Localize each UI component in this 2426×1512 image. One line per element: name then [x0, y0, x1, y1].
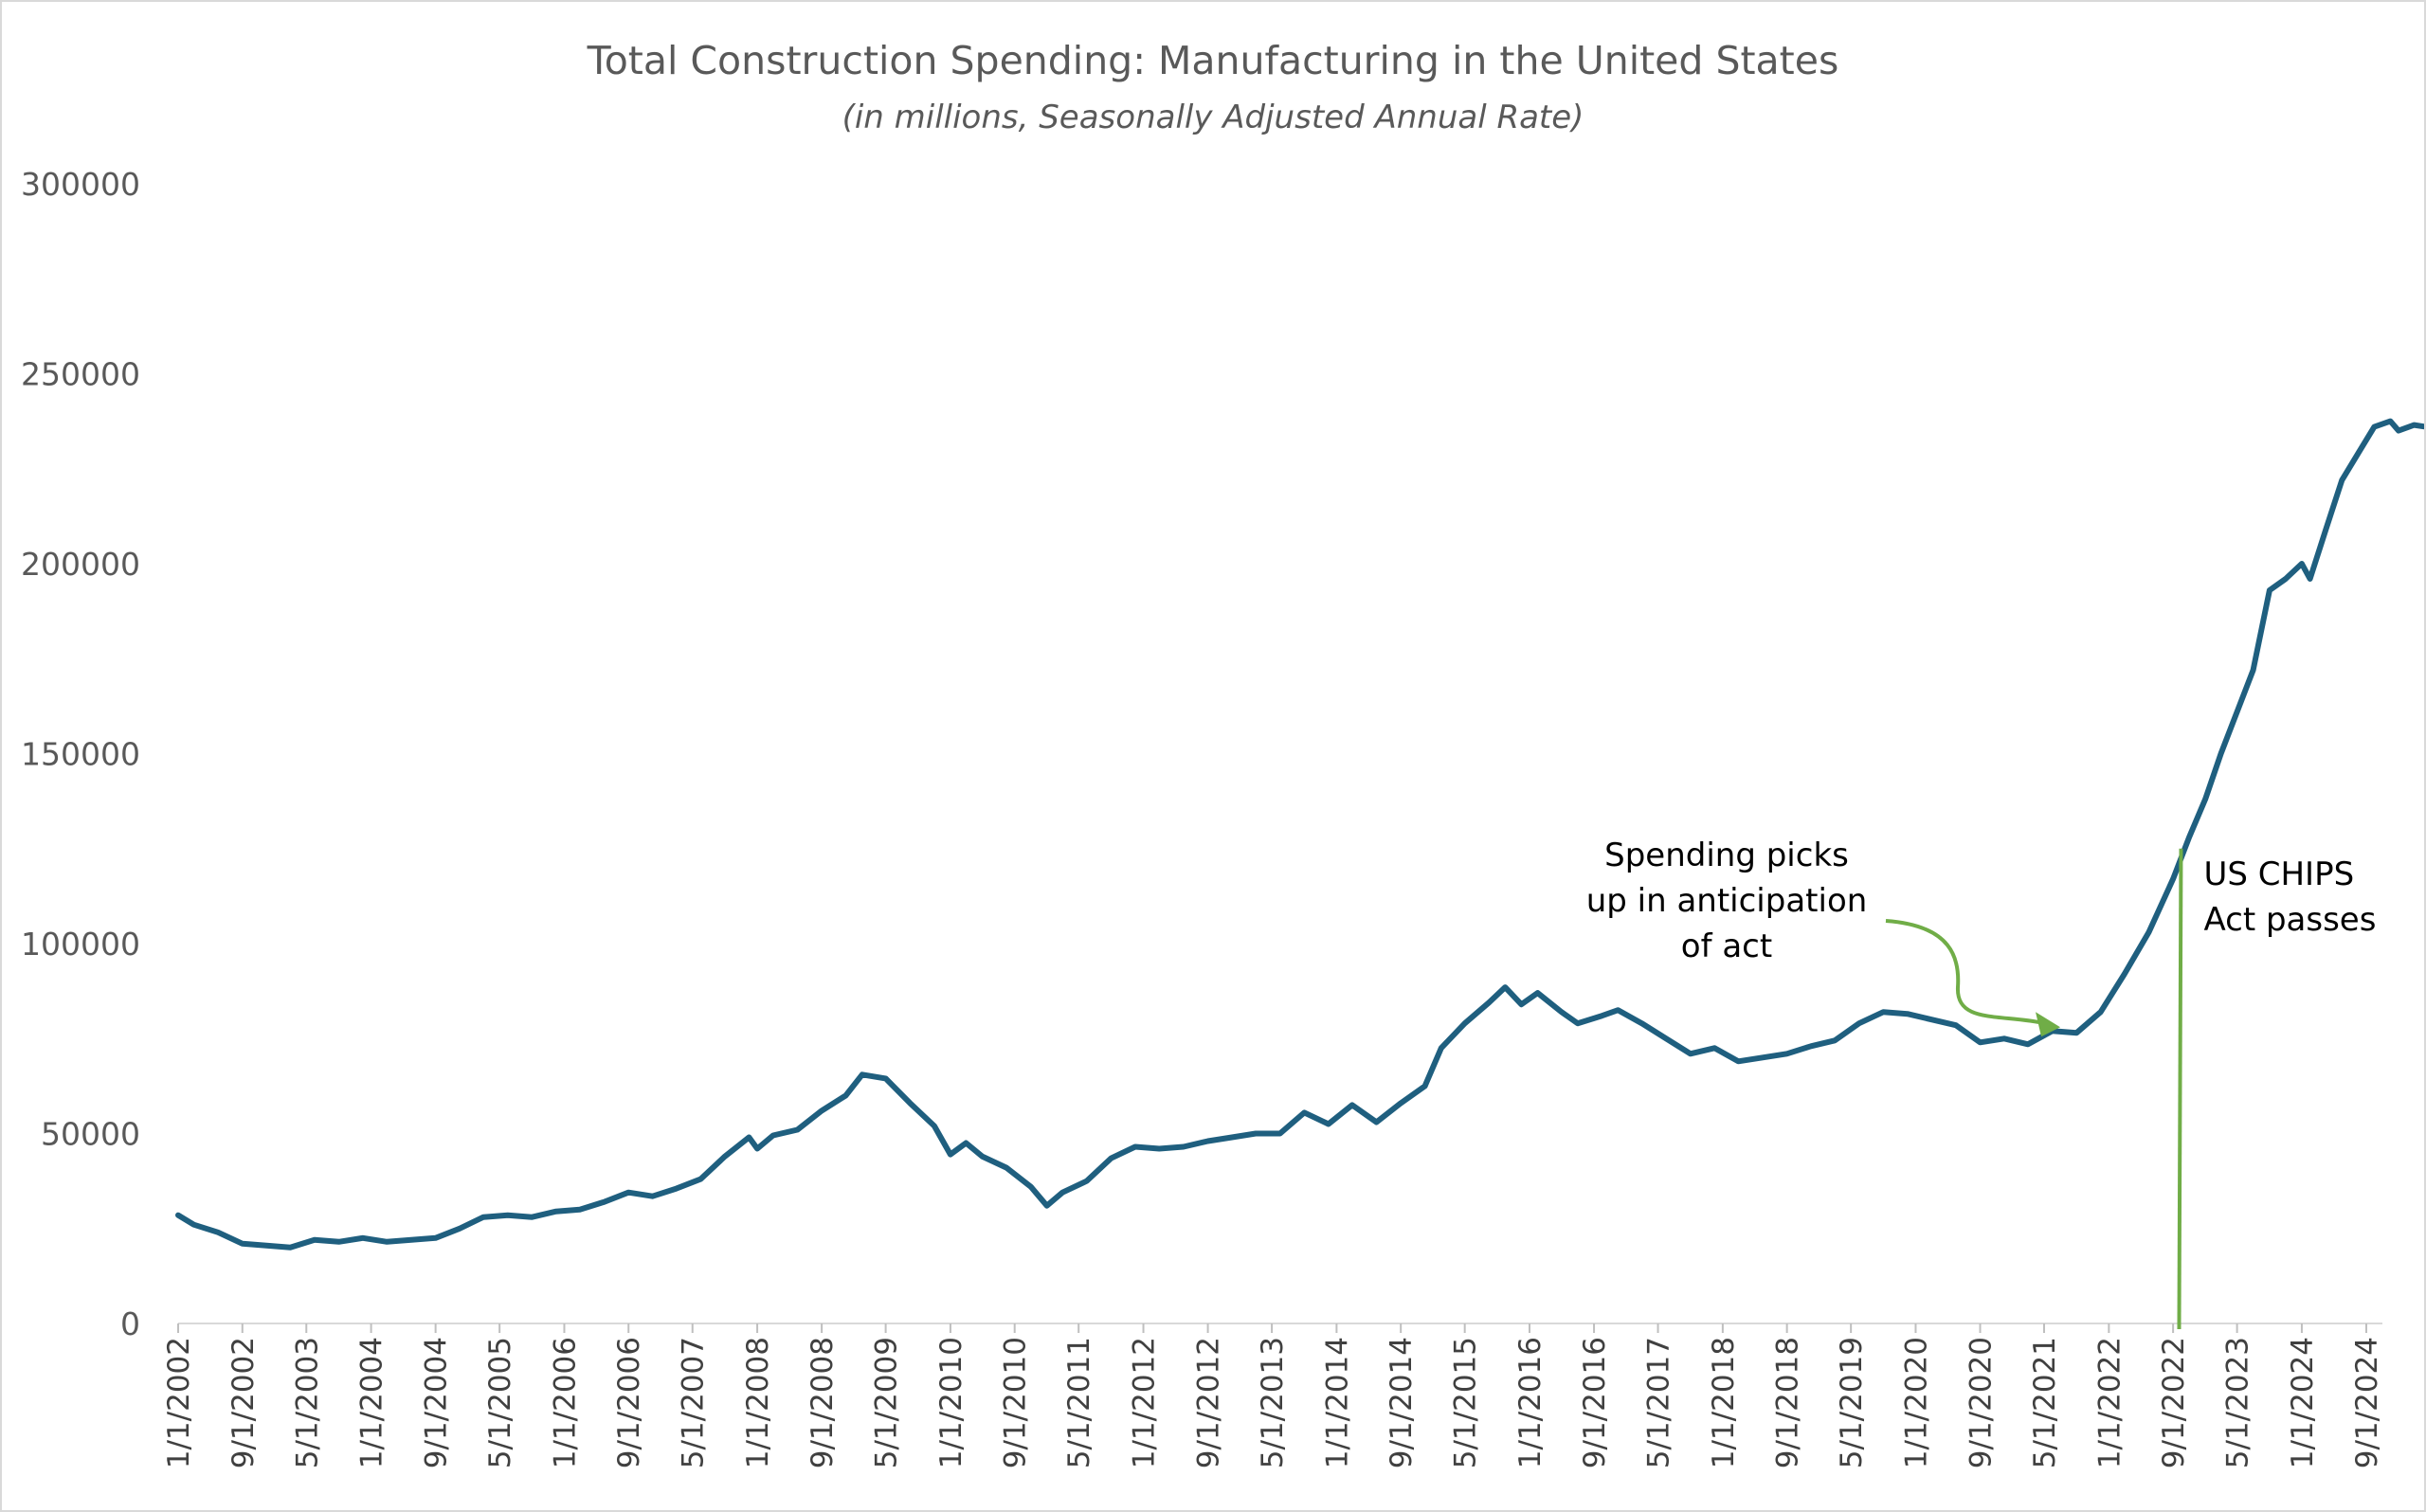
chart-subtitle: (in millions, Seasonally Adjusted Annual… — [842, 99, 1584, 136]
x-tick-label: 9/1/2010 — [999, 1337, 1033, 1468]
x-tick-label: 5/1/2021 — [2028, 1337, 2062, 1468]
x-tick-label: 1/1/2018 — [1707, 1337, 1741, 1468]
x-tick-label: 9/1/2014 — [1385, 1337, 1419, 1468]
x-tick-label: 1/1/2004 — [355, 1337, 389, 1468]
x-tick-label: 5/1/2019 — [1835, 1337, 1869, 1468]
x-tick-label: 5/1/2003 — [290, 1337, 324, 1468]
x-tick-label: 1/1/2002 — [162, 1337, 196, 1468]
chips-act-label-line: Act passes — [2203, 901, 2376, 939]
x-tick-label: 5/1/2007 — [677, 1337, 711, 1468]
axes: 0 50000 100000 150000 200000 250000 300000 1/1/… — [21, 166, 2384, 1468]
x-tick-label: 5/1/2023 — [2221, 1337, 2255, 1468]
x-tick-label: 1/1/2016 — [1513, 1337, 1548, 1468]
x-tick-label: 1/1/2012 — [1128, 1337, 1162, 1468]
chips-act-label-line: US CHIPS — [2203, 855, 2354, 893]
x-tick-label: 9/1/2022 — [2157, 1337, 2191, 1468]
chips-act-marker — [2177, 848, 2183, 1330]
x-tick-label: 9/1/2006 — [612, 1337, 646, 1468]
y-tick-label: 100000 — [21, 926, 140, 963]
x-tick-label: 1/1/2024 — [2286, 1337, 2320, 1468]
y-tick-label: 50000 — [41, 1116, 140, 1153]
x-tick-label: 5/1/2011 — [1062, 1337, 1096, 1468]
x-tick-label: 9/1/2002 — [226, 1337, 261, 1468]
y-tick-label: 200000 — [21, 546, 140, 583]
x-tick-label: 9/1/2008 — [806, 1337, 840, 1468]
x-tick-label: 5/1/2009 — [870, 1337, 904, 1468]
x-tick-label: 9/1/2004 — [420, 1337, 454, 1468]
x-tick-label: 5/1/2013 — [1256, 1337, 1290, 1468]
annotation-text-line: Spending picks — [1604, 837, 1849, 874]
x-tick-label: 1/1/2020 — [1899, 1337, 1933, 1468]
x-tick-label: 1/1/2010 — [934, 1337, 969, 1468]
x-tick-label: 9/1/2016 — [1578, 1337, 1612, 1468]
x-tick-label: 9/1/2020 — [1964, 1337, 1999, 1468]
x-tick-label: 1/1/2006 — [548, 1337, 582, 1468]
x-tick-label: 9/1/2024 — [2350, 1337, 2384, 1468]
annotation-text-line: of act — [1681, 927, 1772, 965]
x-tick-label: 1/1/2008 — [741, 1337, 775, 1468]
chart-title: Total Construction Spending: Manufacturi… — [587, 38, 1839, 83]
x-tick-label: 9/1/2012 — [1192, 1337, 1226, 1468]
series-line — [175, 418, 2424, 1251]
series-layer — [175, 418, 2424, 1251]
y-tick-label: 0 — [120, 1305, 140, 1342]
annotation-arrow — [1885, 919, 2050, 1027]
x-tick-label: 5/1/2005 — [483, 1337, 517, 1468]
annotation-text-line: up in anticipation — [1586, 882, 1868, 920]
x-tick-label: 5/1/2015 — [1449, 1337, 1483, 1468]
y-tick-label: 300000 — [21, 166, 140, 203]
x-tick-label: 5/1/2017 — [1642, 1337, 1676, 1468]
annotation-arrowhead — [2036, 1012, 2061, 1037]
x-tick-label: 1/1/2014 — [1320, 1337, 1354, 1468]
y-tick-label: 250000 — [21, 356, 140, 393]
y-tick-label: 150000 — [21, 736, 140, 773]
x-tick-label: 9/1/2018 — [1771, 1337, 1805, 1468]
x-tick-label: 1/1/2022 — [2092, 1337, 2127, 1468]
annotation-layer: Spending picks up in anticipation of act US… — [1586, 837, 2376, 1330]
